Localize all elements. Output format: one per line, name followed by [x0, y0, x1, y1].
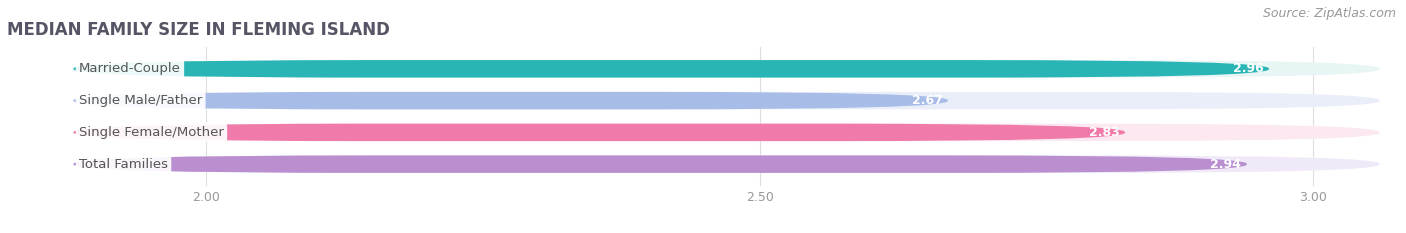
Text: MEDIAN FAMILY SIZE IN FLEMING ISLAND: MEDIAN FAMILY SIZE IN FLEMING ISLAND [7, 21, 389, 39]
Text: Single Male/Father: Single Male/Father [79, 94, 202, 107]
Text: Total Families: Total Families [79, 158, 167, 171]
Text: Source: ZipAtlas.com: Source: ZipAtlas.com [1263, 7, 1396, 20]
FancyBboxPatch shape [73, 60, 1379, 78]
FancyBboxPatch shape [73, 155, 1379, 173]
Text: 2.94: 2.94 [1211, 158, 1241, 171]
FancyBboxPatch shape [73, 124, 1379, 141]
Text: Single Female/Mother: Single Female/Mother [79, 126, 224, 139]
Text: Married-Couple: Married-Couple [79, 62, 181, 75]
FancyBboxPatch shape [73, 92, 948, 109]
FancyBboxPatch shape [73, 92, 1379, 109]
Text: 2.67: 2.67 [911, 94, 942, 107]
FancyBboxPatch shape [73, 124, 1125, 141]
FancyBboxPatch shape [73, 155, 1247, 173]
Text: 2.83: 2.83 [1088, 126, 1119, 139]
Text: 2.96: 2.96 [1233, 62, 1264, 75]
FancyBboxPatch shape [73, 60, 1270, 78]
